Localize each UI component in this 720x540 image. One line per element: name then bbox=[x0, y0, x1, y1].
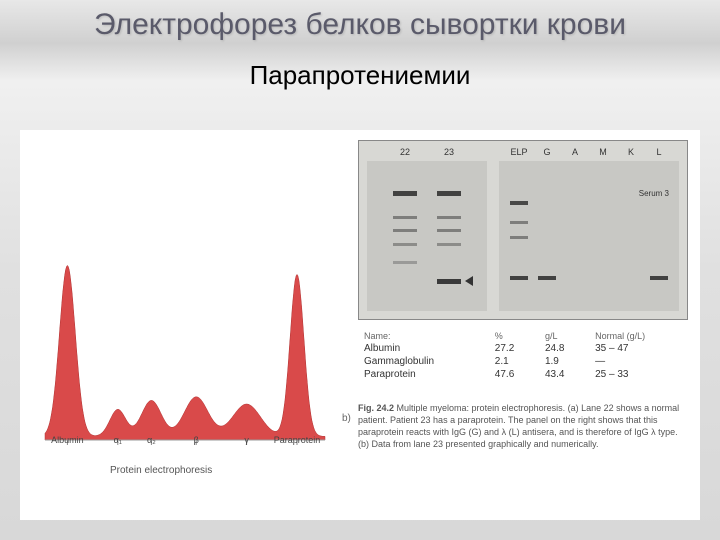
lane-label: ELP bbox=[510, 147, 527, 157]
table-header: g/L bbox=[539, 330, 589, 342]
table-row: Paraprotein47.643.425 – 33 bbox=[358, 368, 688, 381]
gel-band bbox=[510, 276, 528, 280]
gel-band bbox=[393, 229, 417, 232]
table-cell: Albumin bbox=[358, 342, 489, 355]
page-title: Электрофорез белков сывортки крови bbox=[0, 0, 720, 42]
gel-band bbox=[437, 191, 461, 196]
figure-text: Multiple myeloma: protein electrophoresi… bbox=[358, 403, 679, 449]
serum-label: Serum 3 bbox=[639, 189, 669, 198]
table-cell: 2.1 bbox=[489, 355, 539, 368]
lane-label: L bbox=[656, 147, 661, 157]
table-row: Albumin27.224.835 – 47 bbox=[358, 342, 688, 355]
x-label: Paraprotein bbox=[274, 435, 321, 445]
gel-band bbox=[437, 229, 461, 232]
lane-label: 23 bbox=[444, 147, 454, 157]
table-cell: 25 – 33 bbox=[589, 368, 688, 381]
gel-band bbox=[393, 261, 417, 264]
table-cell: 24.8 bbox=[539, 342, 589, 355]
page-subtitle: Парапротениемии bbox=[0, 60, 720, 91]
table-cell: 1.9 bbox=[539, 355, 589, 368]
gel-right-panel: Serum 3 ELPGAMKL bbox=[499, 161, 679, 311]
chart-svg bbox=[35, 230, 335, 470]
figure-label: Fig. 24.2 bbox=[358, 403, 394, 413]
x-label: γ bbox=[244, 435, 249, 445]
gel-band bbox=[393, 243, 417, 246]
lane-label: M bbox=[599, 147, 607, 157]
lane-label: K bbox=[628, 147, 634, 157]
x-label: α₂ bbox=[147, 435, 156, 445]
gel-band bbox=[510, 221, 528, 224]
gel-band bbox=[538, 276, 556, 280]
gel-band bbox=[510, 201, 528, 205]
gel-band bbox=[650, 276, 668, 280]
gel-band bbox=[437, 279, 461, 284]
table-cell: Paraprotein bbox=[358, 368, 489, 381]
x-label: β bbox=[194, 435, 199, 445]
chart-caption: Protein electrophoresis bbox=[110, 465, 212, 476]
gel-band bbox=[437, 243, 461, 246]
table-cell: 35 – 47 bbox=[589, 342, 688, 355]
content-panel: Albumin α₁ α₂ β γ Paraprotein Protein electro… bbox=[20, 130, 700, 520]
table-cell: Gammaglobulin bbox=[358, 355, 489, 368]
gel-band bbox=[393, 216, 417, 219]
gel-left-panel: 2223 bbox=[367, 161, 487, 311]
table-cell: 27.2 bbox=[489, 342, 539, 355]
lane-label: G bbox=[543, 147, 550, 157]
lane-label: A bbox=[572, 147, 578, 157]
table-header: Normal (g/L) bbox=[589, 330, 688, 342]
gel-image: 2223 Serum 3 ELPGAMKL bbox=[358, 140, 688, 320]
arrow-icon bbox=[465, 276, 473, 286]
gel-band bbox=[437, 216, 461, 219]
panel-b-label: b) bbox=[342, 413, 351, 424]
table-cell: — bbox=[589, 355, 688, 368]
table-cell: 43.4 bbox=[539, 368, 589, 381]
table-header: Name: bbox=[358, 330, 489, 342]
table-cell: 47.6 bbox=[489, 368, 539, 381]
gel-band bbox=[510, 236, 528, 239]
x-label: Albumin bbox=[51, 435, 84, 445]
gel-band bbox=[393, 191, 417, 196]
figure-caption: Fig. 24.2 Multiple myeloma: protein elec… bbox=[358, 402, 688, 451]
electrophoresis-chart bbox=[35, 230, 335, 470]
lane-label: 22 bbox=[400, 147, 410, 157]
results-table: Name:%g/LNormal (g/L) Albumin27.224.835 … bbox=[358, 330, 688, 381]
x-label: α₁ bbox=[114, 435, 122, 445]
table-header: % bbox=[489, 330, 539, 342]
table-row: Gammaglobulin2.11.9— bbox=[358, 355, 688, 368]
